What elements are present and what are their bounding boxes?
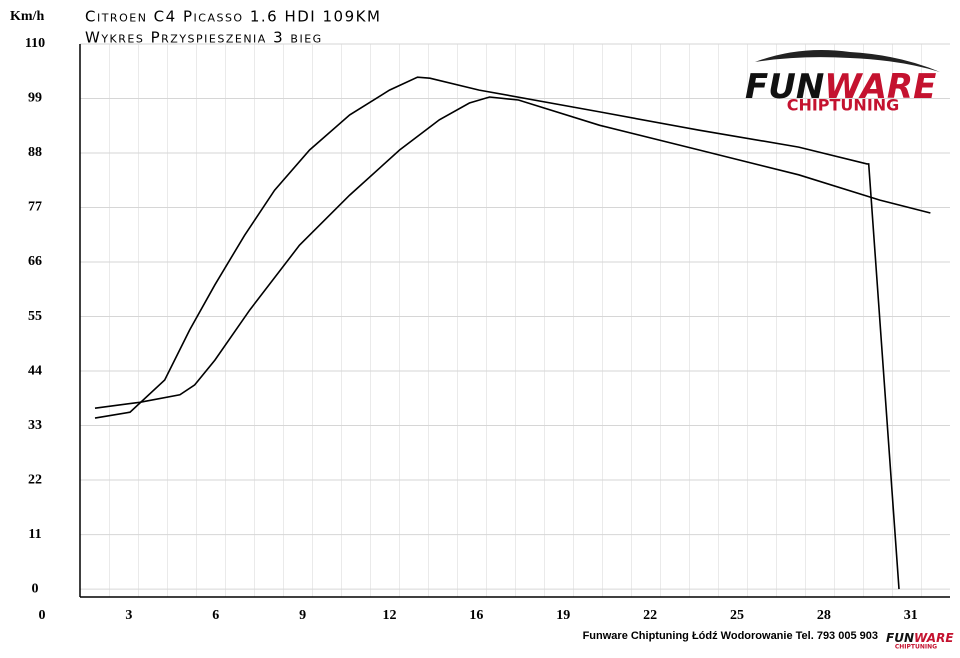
logo-small: FUNWARE [886, 631, 954, 645]
logo-subtitle: CHIPTUNING [787, 96, 900, 115]
y-tick-label: 33 [28, 418, 42, 433]
x-tick-label: 25 [730, 608, 744, 623]
x-tick-label: 19 [556, 608, 570, 623]
y-axis-label: Km/h [10, 9, 44, 24]
x-tick-label: 3 [125, 608, 132, 623]
chart-title: Citroen C4 Picasso 1.6 HDI 109KM [85, 8, 381, 26]
x-tick-label: 31 [904, 608, 918, 623]
y-tick-label: 22 [28, 472, 42, 487]
line-series [94, 76, 900, 590]
plot-background [80, 44, 950, 597]
chart-subtitle: Wykres Przyspieszenia 3 bieg [85, 29, 323, 47]
y-tick-label: 66 [28, 254, 42, 269]
y-tick-label: 44 [28, 363, 42, 378]
logo-part: FUNWARE [745, 67, 936, 107]
x-tick-label: 28 [817, 608, 831, 623]
x-tick-label: 16 [469, 608, 483, 623]
logo: FUNWARE CHIPTUNING FUNWARE CHIPTUNING [745, 49, 954, 651]
x-tick-label: 6 [212, 608, 219, 623]
logo-small-subtitle: CHIPTUNING [895, 644, 937, 651]
x-tick-label: 22 [643, 608, 657, 623]
x-tick-label: 0 [39, 608, 46, 623]
y-tick-label: 77 [28, 200, 42, 215]
y-tick-label: 55 [28, 309, 42, 324]
logo-swoosh [755, 49, 940, 72]
y-tick-label: 110 [25, 36, 45, 51]
y-tick-label: 99 [28, 91, 42, 106]
line-series [94, 96, 931, 409]
y-tick-label: 11 [28, 527, 41, 542]
x-tick-label: 12 [383, 608, 397, 623]
footer: Funware Chiptuning Łódź Wodorowanie Tel.… [583, 630, 878, 642]
x-tick-label: 9 [299, 608, 306, 623]
y-tick-label: 0 [32, 581, 39, 596]
y-tick-label: 88 [28, 145, 42, 160]
